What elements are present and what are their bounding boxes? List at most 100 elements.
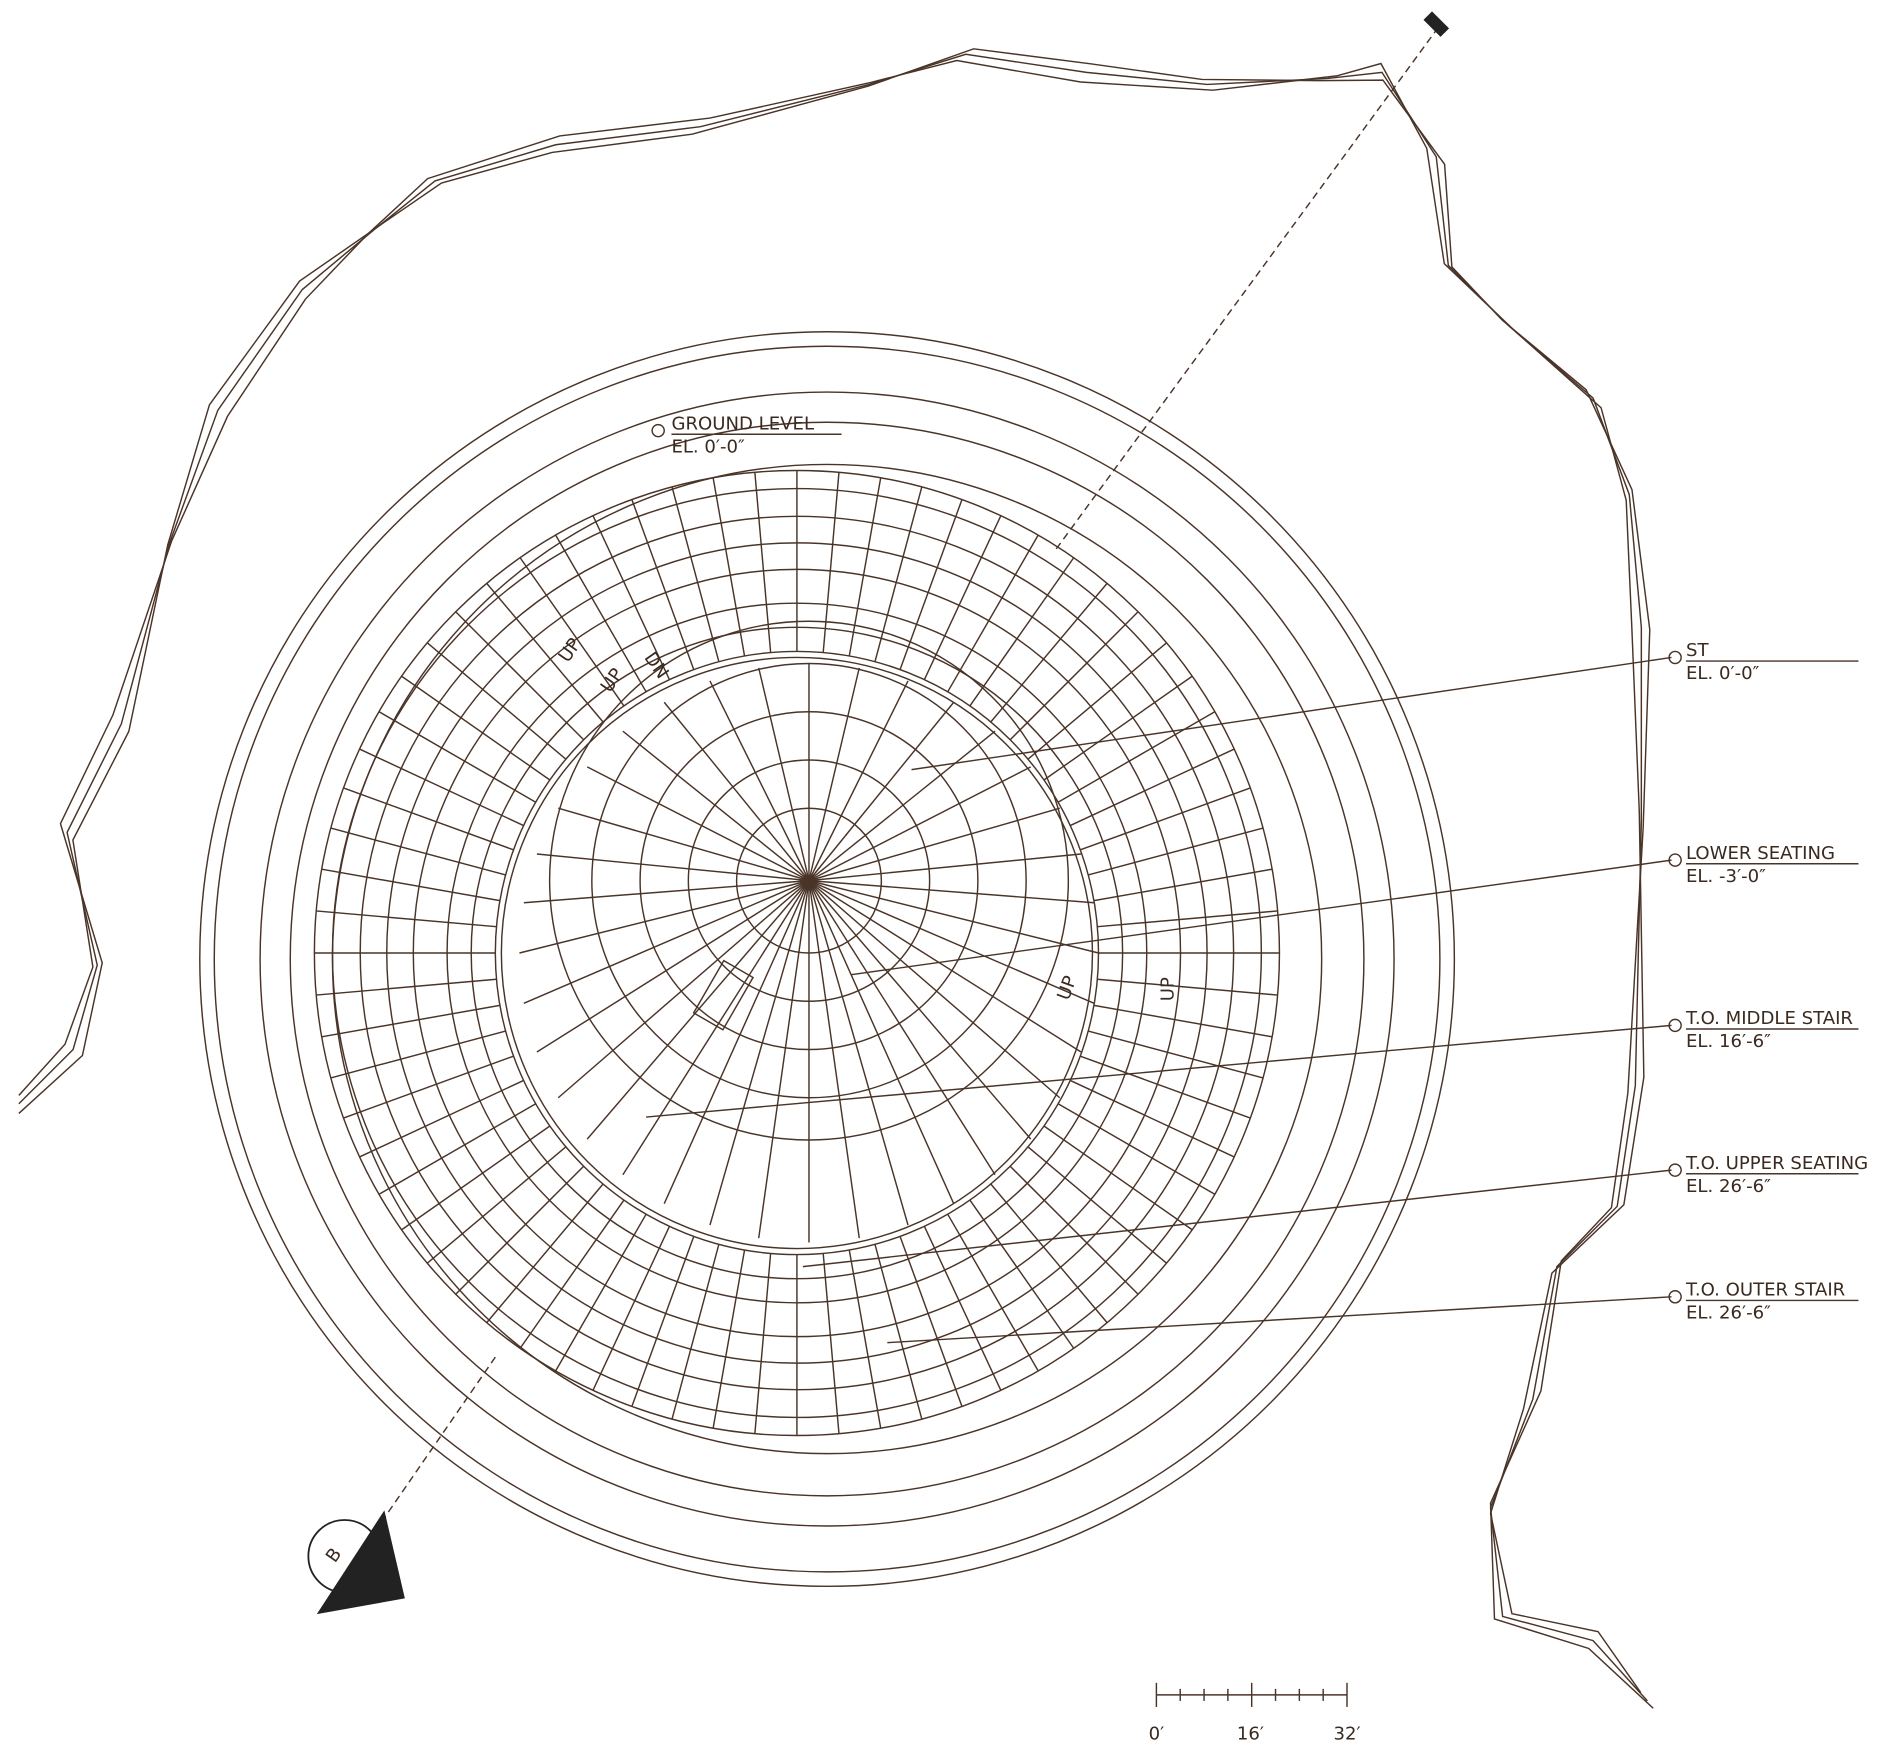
seat-line (631, 1236, 695, 1407)
seat-line (712, 1249, 746, 1429)
stage-ring (591, 662, 1027, 1099)
seat-line (822, 472, 840, 653)
seat-line (1080, 1055, 1251, 1119)
scale-label: 16′ (1237, 1724, 1264, 1745)
label-elevation: EL. 26′-6″ (1686, 1176, 1771, 1197)
stage-line (808, 880, 996, 1176)
seat-line (486, 582, 604, 723)
stage-line (536, 880, 810, 1053)
datum (1668, 650, 1682, 665)
label-name: GROUND LEVEL (671, 413, 814, 434)
stage-line (808, 880, 909, 1226)
section-line (1055, 29, 1437, 550)
seat-line (822, 1253, 840, 1434)
seat-line (923, 515, 1002, 680)
seat-line (1057, 711, 1216, 803)
seat-line (1009, 611, 1139, 741)
label-elevation: EL. 0′-0″ (1686, 663, 1760, 684)
seat-line (1043, 675, 1193, 781)
seat-line (947, 534, 1039, 693)
stage-line (808, 667, 860, 881)
stage-line (709, 880, 810, 1226)
seat-line (990, 582, 1108, 723)
seat-line (1069, 1079, 1235, 1158)
opening (692, 959, 755, 1031)
datum (651, 423, 665, 438)
seat-line (592, 515, 671, 680)
label-elevation: EL. 26′-6″ (1686, 1303, 1771, 1324)
seat-line (1080, 787, 1251, 851)
stage-line (808, 880, 955, 1205)
label-name: ST (1686, 640, 1709, 661)
seat-line (592, 1226, 671, 1391)
stage-line (808, 880, 860, 1239)
seat-line (321, 868, 501, 902)
seat-line (330, 827, 506, 876)
leader (887, 1296, 1672, 1344)
seat-line (899, 499, 963, 670)
stage-line (808, 880, 1061, 1099)
seat-line (1093, 1004, 1273, 1038)
seat-line (519, 557, 625, 707)
seat-line (754, 1253, 772, 1434)
datum (1668, 1163, 1682, 1177)
ring (289, 421, 1365, 1497)
seat-line (486, 1183, 604, 1324)
seat-line (343, 1055, 514, 1119)
seat-line (455, 1165, 585, 1295)
seat-line (316, 910, 497, 928)
label-name: T.O. UPPER SEATING (1685, 1153, 1868, 1174)
seat-line (1088, 1030, 1264, 1079)
stage-line (808, 879, 1095, 904)
scale-label: 32′ (1333, 1724, 1360, 1745)
seat-line (712, 477, 746, 657)
seat-line (426, 1146, 567, 1264)
seat-line (848, 477, 882, 657)
leader (802, 1169, 1672, 1268)
seat-line (969, 1199, 1075, 1349)
seat-line (1088, 827, 1264, 876)
stage-line (808, 880, 1082, 1053)
seat-line (947, 1213, 1039, 1372)
stage-line (808, 766, 1032, 882)
site-boundary (18, 53, 1648, 1702)
stage-line (536, 853, 810, 882)
stage-line (709, 680, 810, 881)
seat-line (874, 1244, 923, 1420)
site-boundary (18, 48, 1654, 1709)
label-name: T.O. MIDDLE STAIR (1685, 1008, 1853, 1029)
seat-line (969, 557, 1075, 707)
stage-line (586, 766, 810, 882)
section-arrow (316, 1510, 405, 1615)
stage-ring (687, 759, 931, 1002)
stage-line (808, 880, 1032, 1140)
site-boundary (18, 59, 1645, 1693)
seat-line (359, 748, 524, 827)
seat-line (671, 1244, 720, 1420)
seat-line (899, 1236, 963, 1407)
seat-line (426, 642, 567, 760)
seat-line (1009, 1165, 1139, 1295)
label-elevation: EL. 16′-6″ (1686, 1031, 1771, 1052)
scale-label: 0′ (1149, 1724, 1165, 1745)
drawing (18, 11, 1859, 1709)
seat-line (1027, 642, 1168, 760)
seat-line (519, 1199, 625, 1349)
seat-line (631, 499, 695, 670)
ring (199, 331, 1456, 1588)
seat-line (1043, 1125, 1193, 1231)
leader (851, 859, 1672, 976)
stage-line (663, 701, 810, 882)
stair-mark: UP (1157, 977, 1178, 1001)
label-name: T.O. OUTER STAIR (1685, 1280, 1846, 1301)
stage-line (808, 879, 1099, 954)
seat-line (923, 1226, 1002, 1391)
datum (1668, 853, 1682, 867)
ring (259, 391, 1395, 1527)
seat-line (1097, 978, 1278, 996)
stage-line (757, 667, 810, 881)
stage-line (586, 880, 810, 1140)
seat-line (378, 711, 537, 803)
